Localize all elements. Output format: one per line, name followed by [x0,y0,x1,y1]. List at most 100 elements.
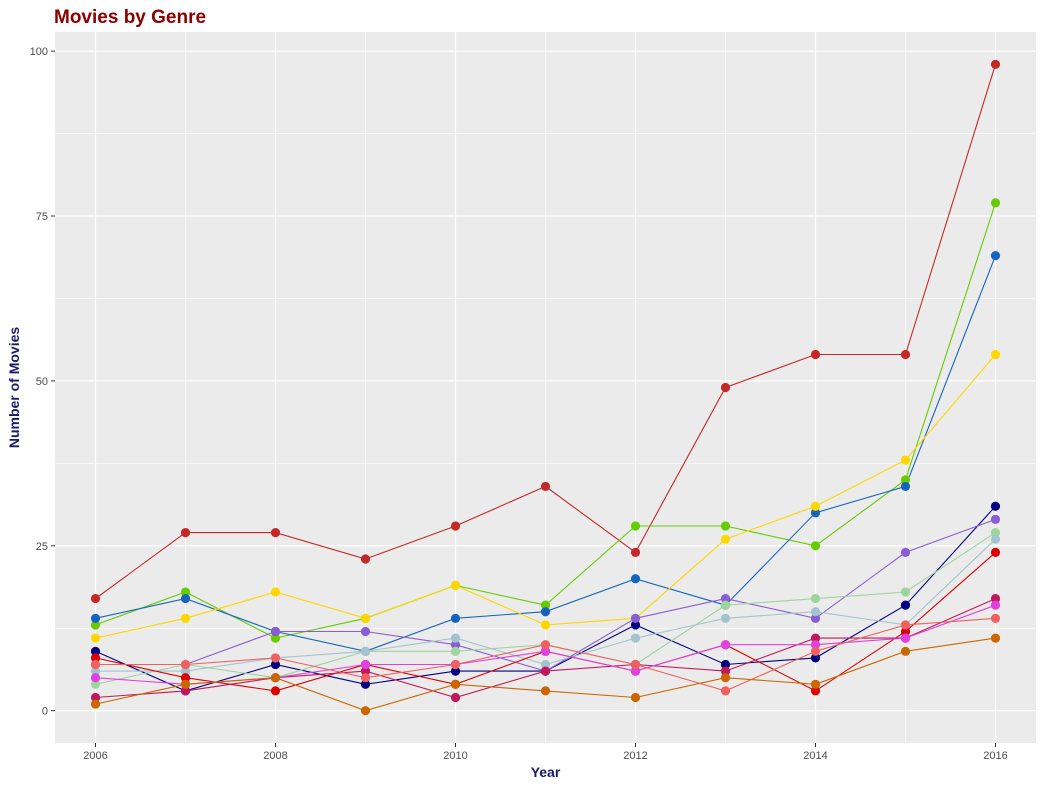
y-axis-ticks: 0 25 50 75 100 [30,46,55,718]
data-point-series-1 [270,528,281,538]
data-point-series-4 [990,349,1001,360]
data-point-series-4 [540,620,551,630]
data-point-series-5 [270,659,281,670]
y-tick-label: 100 [30,46,48,58]
data-point-series-12 [990,613,1001,623]
data-point-series-8 [90,666,101,676]
data-point-series-10 [990,593,1001,604]
data-point-series-5 [900,600,911,610]
data-point-series-9 [90,653,101,663]
chart-title: Movies by Genre [54,7,206,28]
data-point-series-2 [180,587,191,597]
data-point-series-11 [990,600,1001,610]
data-point-series-1 [180,528,191,538]
data-point-series-10 [540,666,551,676]
data-point-series-10 [450,692,461,703]
data-point-series-4 [360,613,371,623]
data-point-series-1 [360,554,371,564]
data-point-series-2 [630,521,641,531]
y-axis-title: Number of Movies [6,327,22,449]
data-point-series-6 [810,613,821,623]
data-point-series-11 [720,640,731,650]
data-point-series-4 [90,633,101,643]
data-point-series-6 [630,613,641,623]
data-point-series-11 [540,646,551,656]
data-point-series-6 [900,547,911,557]
data-point-series-2 [540,600,551,610]
data-point-series-10 [180,686,191,696]
data-point-series-10 [90,692,101,703]
x-axis-title: Year [531,764,561,780]
data-point-series-3 [900,481,911,492]
data-point-series-5 [720,659,731,670]
data-point-series-9 [810,686,821,696]
data-point-series-8 [540,659,551,670]
data-point-series-2 [90,620,101,630]
data-point-series-6 [270,626,281,637]
data-point-series-9 [270,686,281,696]
x-tick-label: 2012 [623,750,647,762]
series-points [90,59,1001,716]
data-point-series-8 [360,646,371,656]
data-point-series-13 [810,679,821,689]
data-point-series-13 [180,679,191,689]
minor-gridlines [55,32,1036,743]
data-point-series-2 [270,633,281,643]
data-point-series-3 [630,574,641,584]
data-point-series-3 [450,613,461,623]
data-point-series-2 [720,521,731,531]
y-tick-label: 50 [36,376,48,388]
data-point-series-12 [630,659,641,670]
data-point-series-5 [990,501,1001,511]
data-point-series-7 [810,593,821,604]
data-point-series-9 [180,673,191,683]
data-point-series-11 [90,673,101,683]
data-point-series-11 [810,640,821,650]
data-point-series-8 [810,607,821,617]
data-point-series-2 [810,541,821,551]
data-point-series-13 [360,706,371,716]
data-point-series-12 [270,653,281,663]
y-tick-label: 75 [36,211,48,223]
x-tick-label: 2014 [803,750,827,762]
data-point-series-7 [720,600,731,610]
data-point-series-9 [990,547,1001,557]
data-point-series-1 [540,481,551,492]
data-point-series-12 [90,659,101,670]
x-axis-ticks: 2006 2008 2010 2012 2014 2016 [83,743,1008,762]
data-point-series-5 [90,646,101,656]
data-point-series-11 [900,633,911,643]
data-point-series-7 [90,679,101,689]
data-point-series-10 [720,666,731,676]
data-point-series-7 [450,646,461,656]
data-point-series-1 [90,593,101,604]
data-point-series-8 [720,613,731,623]
data-point-series-3 [540,607,551,617]
data-point-series-8 [180,666,191,676]
data-point-series-12 [720,686,731,696]
data-point-series-4 [810,501,821,511]
data-point-series-11 [360,659,371,670]
x-tick-label: 2016 [983,750,1007,762]
data-point-series-1 [450,521,461,531]
y-tick-label: 25 [36,541,48,553]
data-point-series-12 [900,620,911,630]
data-point-series-6 [450,640,461,650]
data-point-series-13 [900,646,911,656]
data-point-series-2 [990,198,1001,208]
data-point-series-4 [270,587,281,597]
data-point-series-13 [270,673,281,683]
data-point-series-11 [630,666,641,676]
data-point-series-12 [180,659,191,670]
data-point-series-5 [360,679,371,689]
data-point-series-13 [90,699,101,709]
data-point-series-13 [720,673,731,683]
data-point-series-12 [360,673,371,683]
data-point-series-12 [810,646,821,656]
data-point-series-3 [180,593,191,604]
data-point-series-8 [990,534,1001,544]
data-point-series-12 [540,640,551,650]
data-point-series-10 [810,633,821,643]
major-gridlines [55,32,1036,743]
